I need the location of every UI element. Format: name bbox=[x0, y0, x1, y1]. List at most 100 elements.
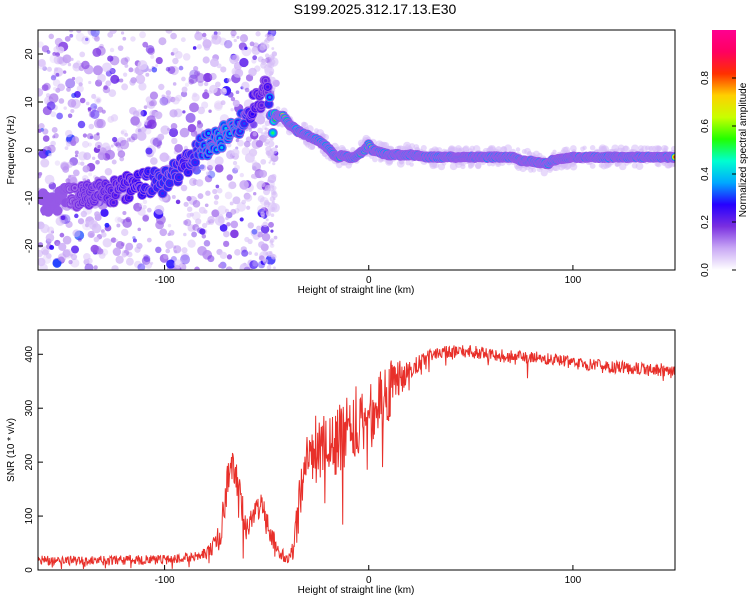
spectrogram-noise-blob bbox=[263, 42, 270, 50]
spectrogram-noise-blob bbox=[269, 159, 273, 162]
spectrogram-noise-blob bbox=[230, 208, 237, 215]
spectrogram-noise-blob bbox=[225, 216, 229, 221]
spectrogram-ridge-mark bbox=[220, 146, 224, 150]
spectrogram-halo-blob bbox=[372, 156, 378, 163]
spectrogram-noise-blob bbox=[68, 259, 73, 265]
spectrogram-noise-blob bbox=[62, 70, 67, 74]
spectrogram-noise-blob bbox=[265, 252, 269, 256]
spectrogram-ridge-mark bbox=[127, 196, 131, 200]
spectrogram-ridge-mark bbox=[198, 136, 202, 141]
spectrogram-noise-blob bbox=[141, 256, 151, 265]
spectrogram-noise-blob bbox=[192, 165, 202, 175]
spectrogram-noise-blob bbox=[179, 127, 190, 138]
spectrogram-halo-blob bbox=[307, 142, 316, 150]
spectrogram-noise-blob bbox=[195, 226, 201, 232]
colorbar-tick-label: 0.4 bbox=[700, 167, 711, 181]
spectrogram-noise-blob bbox=[180, 37, 186, 43]
spectrogram-noise-blob bbox=[174, 143, 183, 153]
spectrogram-noise-blob bbox=[137, 227, 142, 232]
spectrogram-noise-blob bbox=[117, 45, 124, 51]
spectrogram-noise-blob bbox=[87, 109, 92, 113]
spectrogram-noise-blob bbox=[142, 41, 149, 48]
spectrogram-noise-blob bbox=[166, 99, 171, 104]
spectrogram-noise-blob bbox=[149, 91, 159, 100]
spectrogram-noise-blob bbox=[49, 245, 55, 250]
spectrogram-halo-blob bbox=[380, 141, 388, 149]
spectrogram-noise-blob bbox=[112, 247, 122, 257]
spectrogram-noise-blob bbox=[155, 64, 159, 68]
spectrogram-noise-blob bbox=[132, 110, 140, 117]
x-tick-label: -100 bbox=[155, 575, 175, 586]
spectrogram-x-ticks: -100 0 100 bbox=[155, 265, 582, 286]
spectrogram-noise-blob bbox=[186, 195, 192, 202]
spectrogram-noise-blob bbox=[89, 135, 94, 140]
spectrogram-noise-blob bbox=[171, 137, 178, 145]
spectrogram-noise-blob bbox=[188, 79, 195, 85]
spectrogram-noise-blob bbox=[77, 218, 85, 225]
spectrogram-noise-blob bbox=[109, 47, 115, 53]
spectrogram-noise-blob bbox=[148, 68, 152, 73]
spectrogram-noise-blob bbox=[260, 224, 270, 234]
spectrogram-noise-blob bbox=[204, 175, 213, 183]
spectrogram-noise-blob bbox=[84, 263, 94, 270]
spectrogram-y-label: Frequency (Hz) bbox=[6, 116, 17, 185]
spectrogram-noise-blob bbox=[115, 238, 119, 242]
spectrogram-noise-blob bbox=[105, 80, 112, 87]
spectrogram-noise-blob bbox=[271, 206, 276, 211]
spectrogram-noise-blob bbox=[259, 169, 268, 178]
spectrogram-noise-blob bbox=[203, 209, 208, 214]
spectrogram-noise-blob bbox=[145, 72, 150, 77]
spectrogram-noise-blob bbox=[172, 57, 179, 65]
spectrogram-noise-blob bbox=[92, 47, 102, 57]
spectrogram-noise-blob bbox=[87, 230, 95, 239]
spectrogram-ridge-mark bbox=[259, 103, 264, 107]
spectrogram-noise-blob bbox=[265, 218, 269, 222]
spectrogram-noise-blob bbox=[239, 34, 249, 43]
spectrogram-ridge-mark bbox=[250, 112, 254, 116]
spectrogram-noise-blob bbox=[55, 87, 61, 93]
spectrogram-noise-blob bbox=[232, 54, 240, 62]
spectrogram-noise-blob bbox=[97, 248, 104, 255]
spectrogram-noise-blob bbox=[97, 106, 104, 113]
spectrogram-noise-blob bbox=[225, 266, 233, 270]
spectrogram-noise-blob bbox=[88, 123, 95, 130]
spectrogram-noise-blob bbox=[134, 260, 142, 269]
spectrogram-noise-blob bbox=[53, 132, 59, 139]
spectrogram-noise-blob bbox=[204, 203, 209, 208]
spectrogram-noise-blob bbox=[187, 206, 193, 212]
spectrogram-noise-blob bbox=[46, 66, 52, 72]
spectrogram-noise-blob bbox=[38, 149, 49, 159]
spectrogram-noise-blob bbox=[252, 260, 259, 267]
spectrogram-noise-blob bbox=[138, 202, 143, 207]
spectrogram-halo-blob bbox=[521, 148, 527, 155]
x-tick-label: 100 bbox=[565, 575, 582, 586]
spectrogram-noise-blob bbox=[199, 164, 205, 170]
spectrogram-noise-blob bbox=[270, 213, 275, 218]
spectrogram-ridge-mark bbox=[242, 122, 246, 126]
spectrogram-noise-blob bbox=[226, 222, 231, 227]
spectrogram-ridge-mark bbox=[168, 181, 172, 185]
spectrogram-noise-blob bbox=[268, 54, 275, 61]
spectrogram-noise-blob bbox=[210, 38, 217, 44]
spectrogram-noise-blob bbox=[264, 127, 267, 130]
spectrogram-noise-blob bbox=[86, 133, 94, 140]
spectrogram-noise-blob bbox=[88, 111, 95, 118]
y-tick-label: -10 bbox=[24, 190, 35, 205]
spectrogram-halo-blob bbox=[409, 162, 414, 167]
spectrogram-ridge-mark bbox=[73, 186, 77, 190]
spectrogram-noise-blob bbox=[158, 83, 165, 91]
spectrogram-noise-blob bbox=[183, 232, 187, 237]
spectrogram-noise-blob bbox=[218, 37, 227, 46]
spectrogram-noise-blob bbox=[267, 179, 270, 182]
spectrogram-noise-blob bbox=[70, 258, 80, 268]
spectrogram-noise-blob bbox=[81, 60, 90, 70]
spectrogram-noise-blob bbox=[273, 266, 276, 270]
spectrogram-noise-blob bbox=[173, 259, 183, 269]
spectrogram-noise-blob bbox=[235, 138, 240, 143]
spectrogram-noise-blob bbox=[38, 60, 47, 70]
spectrogram-ridge-mark bbox=[268, 95, 272, 99]
spectrogram-noise-blob bbox=[165, 30, 173, 34]
spectrogram-noise-blob bbox=[154, 204, 165, 215]
spectrogram-noise-blob bbox=[55, 72, 60, 77]
